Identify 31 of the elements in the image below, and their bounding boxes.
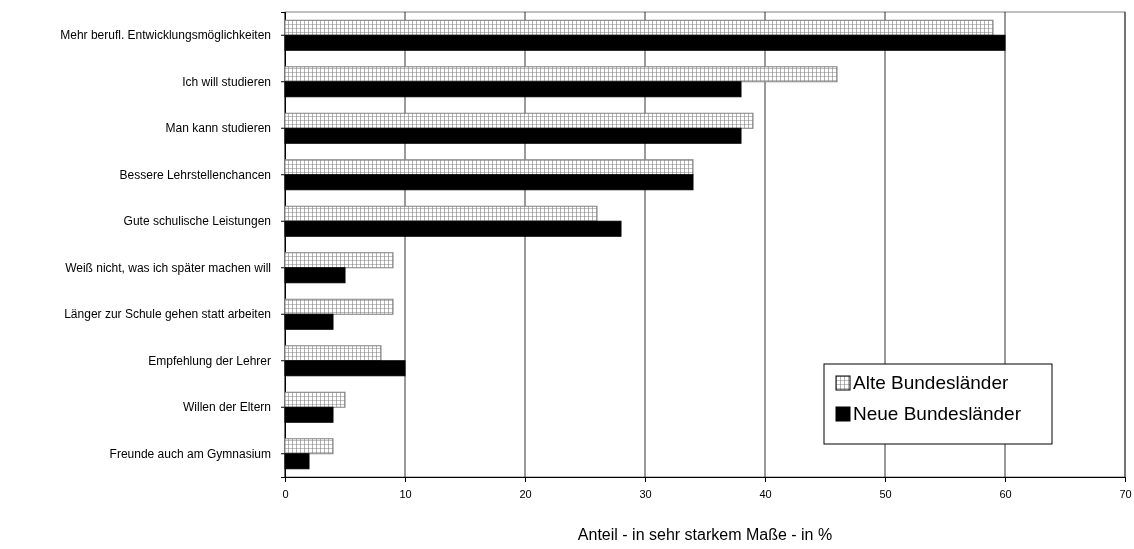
bar: [284, 112, 754, 129]
y-tick-label: Freunde auch am Gymnasium: [109, 446, 271, 461]
legend-label: Neue Bundesländer: [853, 403, 1022, 424]
bar: [284, 252, 394, 269]
bar: [284, 345, 382, 362]
y-tick-label: Mehr berufl. Entwicklungsmöglichkeiten: [60, 28, 271, 43]
x-tick-label: 30: [639, 487, 652, 500]
x-axis-title: Anteil - in sehr starkem Maße - in %: [577, 526, 833, 543]
bar: [284, 19, 994, 36]
y-tick-label: Empfehlung der Lehrer: [148, 353, 271, 368]
bar: [284, 298, 394, 315]
x-tick-label: 0: [282, 487, 289, 500]
y-tick-label: Länger zur Schule gehen statt arbeiten: [64, 307, 271, 322]
y-tick-label: Ich will studieren: [182, 74, 271, 89]
x-tick-label: 50: [879, 487, 892, 500]
x-tick-label: 40: [759, 487, 772, 500]
x-tick-label: 10: [399, 487, 412, 500]
bar: [284, 391, 346, 408]
x-tick-label: 70: [1119, 487, 1132, 500]
x-tick-label: 60: [999, 487, 1012, 500]
y-tick-label: Weiß nicht, was ich später machen will: [65, 260, 271, 275]
y-tick-label: Willen der Eltern: [182, 400, 271, 415]
y-tick-label: Bessere Lehrstellenchancen: [119, 167, 271, 182]
bar: [284, 205, 598, 222]
x-tick-label: 20: [519, 487, 532, 500]
bar: [284, 66, 838, 83]
bar: [284, 438, 334, 455]
bar: [284, 159, 694, 176]
y-tick-label: Gute schulische Leistungen: [123, 214, 271, 229]
y-tick-label: Man kann studieren: [165, 121, 271, 136]
legend-label: Alte Bundesländer: [853, 372, 1009, 393]
